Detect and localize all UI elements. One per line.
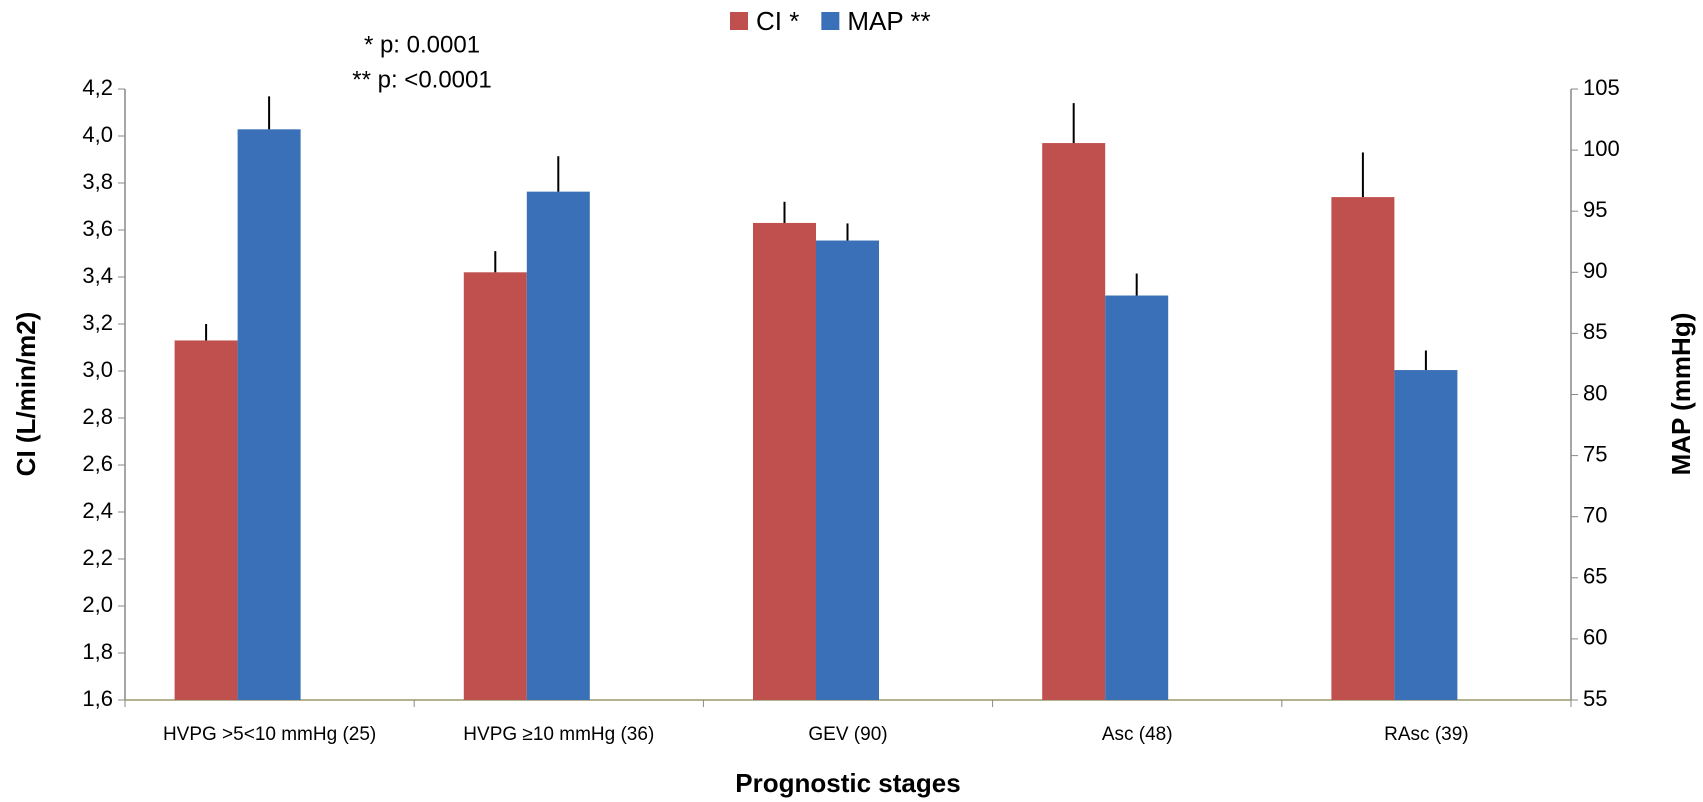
x-tick-label: HVPG >5<10 mmHg (25) — [163, 724, 376, 745]
y-tick-label: 2,2 — [82, 545, 113, 570]
bar — [753, 222, 816, 700]
y-tick-label: 3,8 — [82, 169, 113, 194]
y-tick-label: 2,4 — [82, 498, 113, 523]
bar — [1394, 370, 1458, 700]
bar — [1331, 197, 1395, 700]
y2-tick-label: 105 — [1583, 75, 1620, 100]
x-tick-label: Asc (48) — [1102, 724, 1173, 745]
y2-axis-title: MAP (mmHg) — [1666, 313, 1696, 476]
y2-tick-label: 100 — [1583, 136, 1620, 161]
y-tick-label: 1,8 — [82, 639, 113, 664]
y2-tick-label: 85 — [1583, 319, 1607, 344]
y2-tick-label: 90 — [1583, 258, 1607, 283]
y-tick-label: 3,6 — [82, 216, 113, 241]
y-tick-label: 3,2 — [82, 310, 113, 335]
bar — [526, 191, 590, 700]
y-tick-label: 2,6 — [82, 451, 113, 476]
bar — [816, 240, 879, 700]
bar — [237, 129, 301, 701]
annotation: * p: 0.0001 — [364, 31, 480, 58]
y2-tick-label: 60 — [1583, 625, 1607, 650]
y2-tick-label: 55 — [1583, 686, 1607, 711]
y2-tick-label: 80 — [1583, 380, 1607, 405]
x-axis-title: Prognostic stages — [735, 768, 960, 798]
bar — [1105, 295, 1169, 700]
legend-swatch — [821, 12, 840, 30]
y-tick-label: 2,8 — [82, 404, 113, 429]
annotation: ** p: <0.0001 — [352, 66, 491, 93]
y2-tick-label: 70 — [1583, 503, 1607, 528]
y-tick-label: 3,0 — [82, 357, 113, 382]
x-tick-label: HVPG ≥10 mmHg (36) — [463, 724, 654, 745]
bar — [463, 272, 527, 700]
legend-swatch — [730, 12, 748, 30]
y-tick-label: 4,2 — [82, 75, 113, 100]
y-tick-label: 3,4 — [82, 263, 113, 288]
legend-label: CI * — [756, 6, 799, 36]
y-tick-label: 2,0 — [82, 592, 113, 617]
x-tick-label: RAsc (39) — [1384, 724, 1468, 745]
y-axis-title: CI (L/min/m2) — [11, 312, 41, 477]
y-tick-label: 1,6 — [82, 686, 113, 711]
y2-tick-label: 65 — [1583, 564, 1607, 589]
x-tick-label: GEV (90) — [808, 724, 887, 745]
y2-tick-label: 75 — [1583, 441, 1607, 466]
legend-label: MAP ** — [847, 6, 930, 36]
bar — [174, 340, 238, 700]
y-tick-label: 4,0 — [82, 122, 113, 147]
bar — [1042, 143, 1106, 701]
y2-tick-label: 95 — [1583, 197, 1607, 222]
